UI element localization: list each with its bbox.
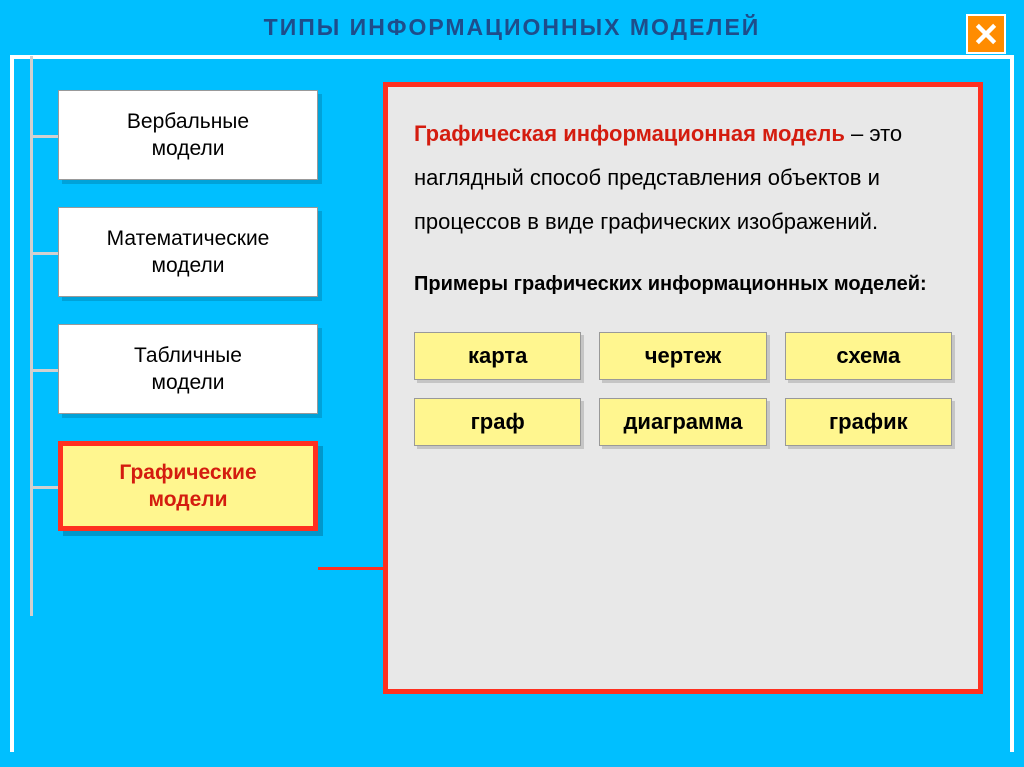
nav-item-label: Графическиемодели <box>119 459 256 514</box>
example-chip-plot[interactable]: график <box>785 398 952 446</box>
page-title: ТИПЫ ИНФОРМАЦИОННЫХ МОДЕЛЕЙ <box>0 0 1024 51</box>
detail-panel: Графическая информационная модель – это … <box>383 82 983 694</box>
nav-item-table[interactable]: Табличныемодели <box>58 324 318 414</box>
nav-item-label: Математическиемодели <box>107 225 270 280</box>
close-button[interactable] <box>966 14 1006 54</box>
tree-connector-vertical <box>30 56 58 616</box>
examples-heading: Примеры графических информационных модел… <box>414 266 952 302</box>
example-chip-map[interactable]: карта <box>414 332 581 380</box>
example-chip-diagram[interactable]: диаграмма <box>599 398 766 446</box>
nav-sidebar: Вербальныемодели Математическиемодели Та… <box>58 90 318 558</box>
example-chip-scheme[interactable]: схема <box>785 332 952 380</box>
tree-connector-h <box>30 135 58 138</box>
examples-grid: карта чертеж схема граф диаграмма график <box>414 332 952 446</box>
tree-connector-h <box>30 486 58 489</box>
close-icon <box>973 21 999 47</box>
nav-item-label: Вербальныемодели <box>127 108 249 163</box>
definition-term: Графическая информационная модель <box>414 121 845 146</box>
example-chip-drawing[interactable]: чертеж <box>599 332 766 380</box>
nav-item-graphic[interactable]: Графическиемодели <box>58 441 318 531</box>
nav-item-verbal[interactable]: Вербальныемодели <box>58 90 318 180</box>
tree-connector-h <box>30 252 58 255</box>
example-chip-graph[interactable]: граф <box>414 398 581 446</box>
nav-item-label: Табличныемодели <box>134 342 242 397</box>
tree-connector-h <box>30 369 58 372</box>
nav-item-math[interactable]: Математическиемодели <box>58 207 318 297</box>
active-link-line <box>318 567 386 570</box>
definition-text: Графическая информационная модель – это … <box>414 112 952 244</box>
